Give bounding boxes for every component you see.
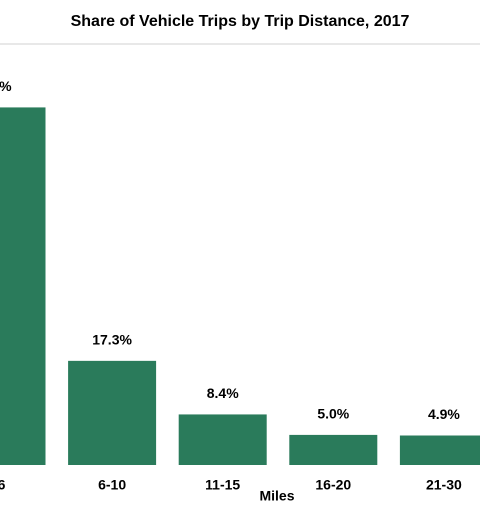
bar (289, 434, 378, 465)
data-label: 8.4% (207, 385, 239, 401)
chart-title: Share of Vehicle Trips by Trip Distance,… (71, 13, 410, 30)
data-label: 5.0% (317, 406, 349, 422)
x-tick-label: 21-30 (426, 477, 462, 493)
bar (0, 107, 46, 466)
x-tick-label: 6-10 (98, 477, 126, 493)
x-tick-label: 16-20 (315, 477, 351, 493)
data-label: 4.9% (428, 406, 460, 422)
data-label: 4% (0, 78, 12, 94)
x-axis-label: Miles (259, 488, 294, 504)
x-tick-label: 6 (0, 477, 6, 493)
bar (68, 360, 157, 465)
bar (178, 414, 267, 465)
x-tick-label: 11-15 (205, 477, 240, 493)
data-label: 17.3% (92, 332, 132, 348)
bar (399, 435, 480, 465)
